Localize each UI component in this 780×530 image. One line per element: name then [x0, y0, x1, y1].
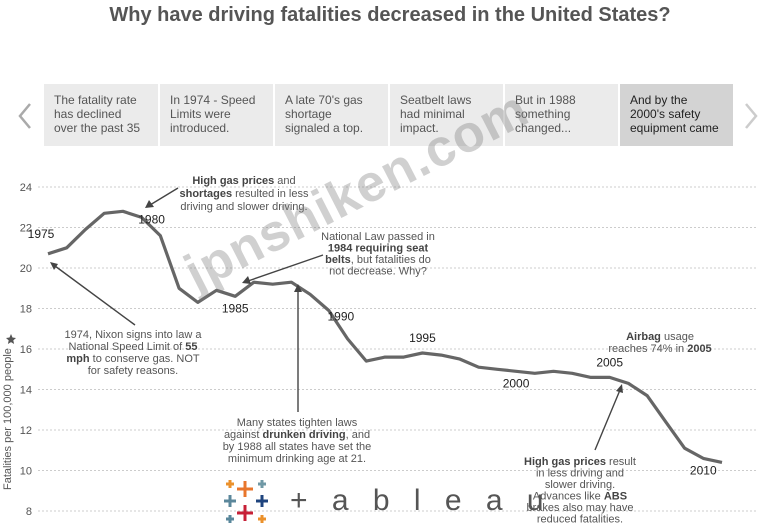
arrow-head-icon	[616, 384, 623, 393]
arrow-head-icon	[50, 262, 58, 270]
annotation-nixon: 1974, Nixon signs into law a National Spe…	[65, 329, 203, 377]
story-point-6[interactable]: And by the 2000's safety equipment came	[620, 84, 736, 146]
point-label-1995: 1995	[409, 331, 436, 345]
point-label-1980: 1980	[138, 212, 165, 226]
annotation-gas: High gas prices and shortages resulted in…	[179, 175, 309, 213]
y-tick-label: 8	[26, 506, 32, 518]
tableau-logo-text: + a b l e a u	[290, 484, 552, 517]
chevron-left-icon[interactable]	[14, 96, 36, 136]
story-point-4[interactable]: Seatbelt laws had minimal impact.	[390, 84, 506, 146]
arrow-head-icon	[145, 200, 154, 208]
annotation-drunk: Many states tighten laws against drunken …	[223, 417, 372, 465]
story-point-1[interactable]: The fatality rate has declined over the …	[44, 84, 161, 146]
point-label-2000: 2000	[503, 376, 530, 390]
point-label-2005: 2005	[596, 355, 623, 369]
y-tick-label: 20	[20, 263, 32, 275]
arrow-gas	[149, 187, 179, 206]
fatality-rate-line	[47, 209, 723, 464]
y-axis-label: Fatalities per 100,000 people	[2, 348, 14, 490]
y-tick-label: 22	[20, 223, 32, 235]
star-icon	[6, 334, 16, 344]
y-tick-label: 10	[20, 466, 32, 478]
point-label-2010: 2010	[690, 463, 717, 477]
annotation-gas2: High gas prices result in less driving an…	[524, 456, 636, 526]
chevron-right-icon[interactable]	[740, 96, 762, 136]
annotation-seat: National Law passed in 1984 requiring sea…	[321, 231, 435, 278]
arrow-head-icon	[242, 276, 251, 284]
annotation-airbag: Airbag usage reaches 74% in 2005	[608, 331, 711, 355]
point-label-1975: 1975	[28, 227, 55, 241]
point-label-1990: 1990	[327, 310, 354, 324]
arrow-seat	[247, 254, 324, 282]
story-point-3[interactable]: A late 70's gas shortage signaled a top.	[275, 84, 391, 146]
point-label-1985: 1985	[222, 301, 249, 315]
y-tick-label: 18	[20, 304, 32, 316]
y-tick-label: 16	[20, 344, 32, 356]
y-tick-label: 24	[20, 182, 32, 194]
y-tick-label: 12	[20, 425, 32, 437]
arrow-head-icon	[294, 284, 302, 292]
story-point-5[interactable]: But in 1988 something changed...	[505, 84, 621, 146]
tableau-logo-icon	[224, 480, 268, 523]
y-tick-label: 14	[20, 385, 32, 397]
arrow-gas2	[594, 389, 621, 451]
page-title: Why have driving fatalities decreased in…	[109, 4, 671, 26]
arrow-nixon	[54, 265, 136, 326]
story-point-2[interactable]: In 1974 - Speed Limits were introduced.	[160, 84, 276, 146]
